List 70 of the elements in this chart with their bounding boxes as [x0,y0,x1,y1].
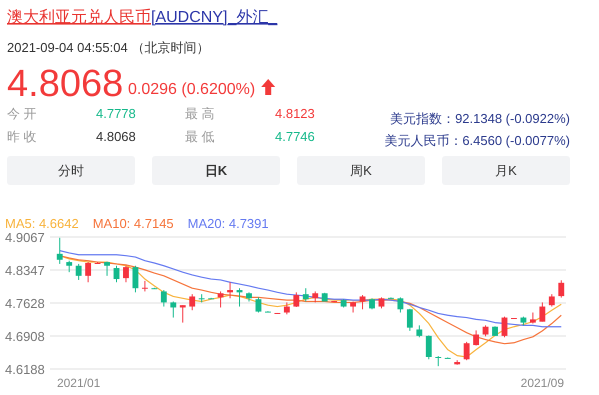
candlestick [369,298,375,310]
candlestick [360,294,366,310]
text: 4.8068 [7,63,124,105]
candlestick [435,356,442,367]
candlestick [416,324,422,338]
line-series [59,250,562,328]
candlestick [236,288,242,308]
candlestick [85,262,92,283]
candlestick [104,261,110,276]
candlestick [170,301,176,318]
text: 0.0296 (0.6200%) [128,81,256,98]
candlestick [76,263,82,280]
y-tick-label: 4.8347 [5,263,45,278]
text: 今 开 [7,106,37,121]
candlestick [246,292,252,302]
candlestick [160,290,167,308]
candlestick [56,237,63,264]
text: 4.8123 [275,106,315,121]
x-tick-label: 2021/09 [520,376,564,390]
candlestick [502,316,508,338]
x-tick-label: 2021/01 [56,376,101,390]
candlestick [218,290,224,308]
candlestick [66,260,72,273]
text: 最 高 [185,106,215,121]
text: 2021-09-04 04:55:04 （北京时间） [7,40,210,55]
text: MA10: 4.7145 [92,216,174,231]
candlestick [548,294,555,308]
text: 分时 [58,163,84,178]
y-tick-label: 4.6908 [5,328,45,344]
candlestick [473,330,480,346]
text: MA20: 4.7391 [188,216,269,231]
text: 4.8068 [96,129,136,144]
text: 4.7778 [96,106,136,121]
candlestick [312,290,318,303]
candlestick [114,265,120,283]
text: 日K [204,163,228,178]
subtitle: [AUDCNY]_外汇_ [151,9,278,26]
candlestick [198,294,205,303]
text: 周K [350,163,372,178]
candlestick [142,280,148,292]
text: 月K [495,163,518,178]
candlestick [558,280,564,298]
text: 美元指数：92.1348 (-0.0922%) [390,111,570,126]
y-tick-label: 4.9067 [5,230,45,245]
text: 美元人民币：6.4560 (-0.0077%) [384,133,570,148]
candlestick [350,301,356,314]
text: MA5: 4.6642 [5,216,79,231]
title: 澳大利亚元兑人民币 [7,9,151,26]
candlestick [180,304,186,324]
candlestick [123,265,129,283]
candlestick [482,324,488,337]
y-tick-label: 4.6188 [5,362,45,377]
candlestick [397,296,404,314]
candlestick [132,265,138,293]
candlestick [406,308,413,332]
candlestick [284,302,290,315]
candlestick [426,334,432,360]
candlestick [302,288,309,302]
text: 昨 收 [7,129,37,144]
text: 4.7746 [275,129,315,144]
y-tick-label: 4.7628 [5,296,45,311]
candlestick [530,312,536,324]
candlestick [464,341,470,361]
candlestick [189,294,196,311]
candlestick [293,292,300,308]
candlestick [227,282,233,299]
text: 最 低 [185,129,215,144]
candlestick [256,296,262,314]
candlestick [539,302,546,322]
candlestick [378,296,384,309]
